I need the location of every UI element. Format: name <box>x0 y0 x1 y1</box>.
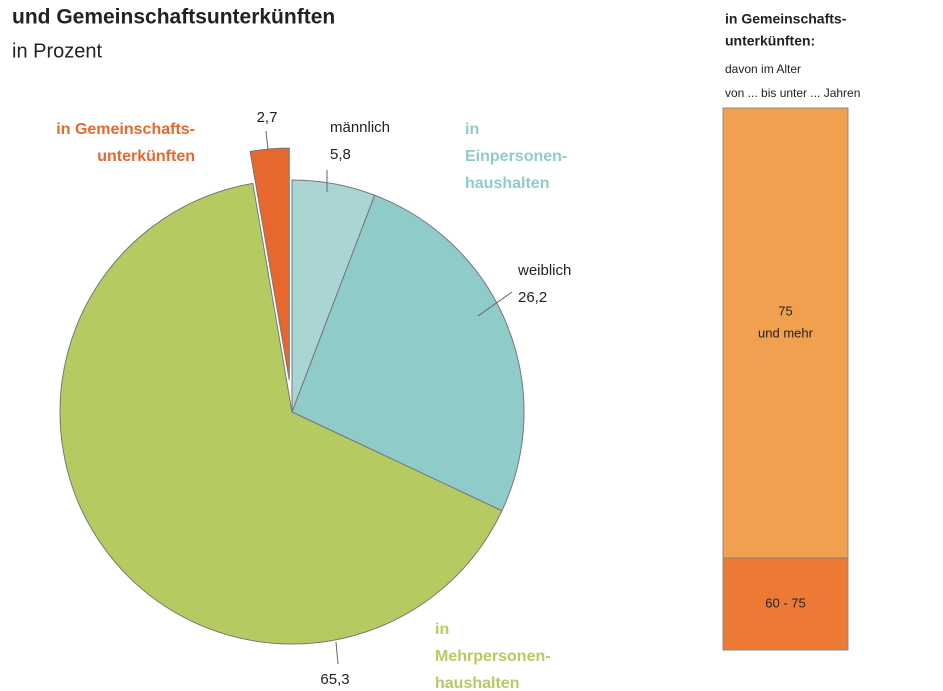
segment-label: 60 - 75 <box>765 595 805 610</box>
bar-subtitle: davon im Alter <box>725 62 801 76</box>
leader-lines <box>265 130 513 665</box>
group-label: haushalten <box>435 675 519 691</box>
group-label: in <box>465 121 479 138</box>
slice-label: männlich <box>330 119 390 136</box>
pie-slice <box>249 147 290 381</box>
group-label: in Gemeinschafts- <box>56 121 195 138</box>
pie-slice <box>291 194 525 512</box>
pie-slice <box>59 182 503 645</box>
group-label: Mehrpersonen- <box>435 648 551 665</box>
bar-title: unterkünften: <box>725 33 815 49</box>
segment-label: und mehr <box>758 325 814 340</box>
chart-subtitle: in Prozent <box>12 40 102 62</box>
group-label: unterkünften <box>97 148 195 165</box>
bar-title: in Gemeinschafts- <box>725 11 847 27</box>
leader-line <box>477 291 513 317</box>
leader-line <box>335 641 339 665</box>
value-label: 26,2 <box>518 289 547 306</box>
group-label: Einpersonen- <box>465 148 567 165</box>
group-label: in <box>435 621 449 638</box>
value-label: 65,3 <box>320 671 349 688</box>
value-label: 2,7 <box>257 109 278 126</box>
bar-segment <box>722 107 849 559</box>
leader-line <box>265 130 269 151</box>
chart-title: und Gemeinschaftsunterkünften <box>12 6 335 29</box>
segment-label: 75 <box>778 303 792 318</box>
group-label: haushalten <box>465 175 549 192</box>
slice-label: weiblich <box>517 262 571 279</box>
bar-subtitle: von ... bis unter ... Jahren <box>725 86 860 100</box>
value-label: 5,8 <box>330 146 351 163</box>
